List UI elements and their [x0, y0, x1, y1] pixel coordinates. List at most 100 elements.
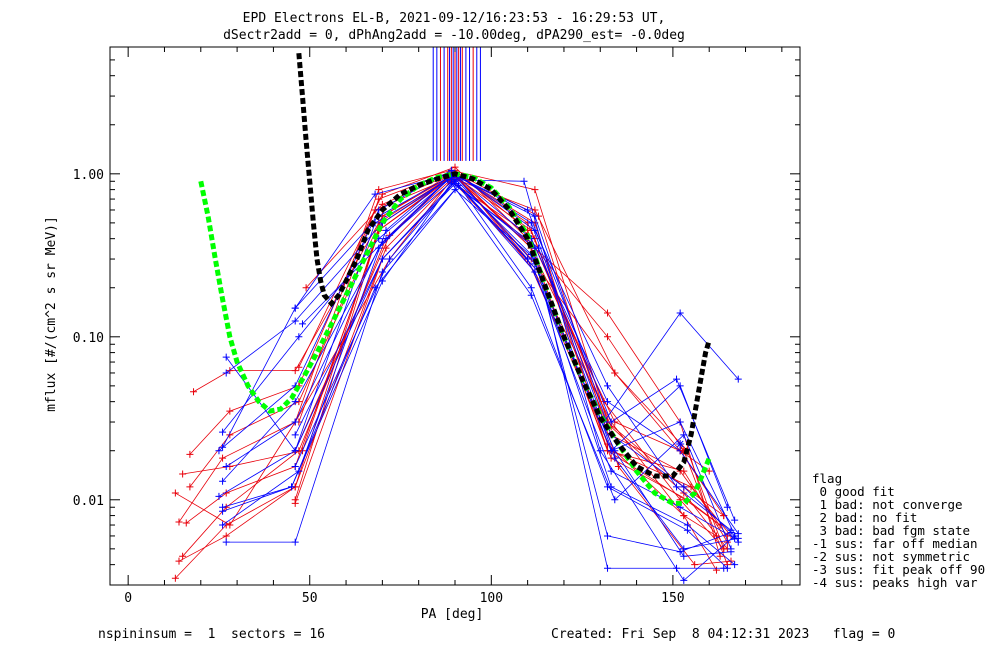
data-point: [731, 561, 739, 569]
y-tick-label: 1.00: [73, 168, 104, 183]
data-point: [683, 521, 691, 529]
data-point: [596, 447, 604, 455]
data-point: [451, 186, 459, 194]
data-point: [179, 470, 187, 478]
data-point: [302, 284, 310, 292]
data-point: [673, 483, 681, 491]
data-point: [378, 200, 386, 208]
data-point: [222, 532, 230, 540]
red-trace: [175, 180, 717, 579]
data-point: [604, 532, 612, 540]
data-point: [680, 576, 688, 584]
clipped-data: [171, 47, 742, 584]
red-trace: [178, 173, 728, 562]
footer-spin-info: nspininsum = 1 sectors = 16: [98, 627, 325, 642]
data-point: [604, 564, 612, 572]
outlier-point: [679, 446, 688, 455]
data-point: [604, 309, 612, 317]
data-point: [673, 375, 681, 383]
data-point: [182, 519, 190, 527]
data-point: [727, 545, 735, 553]
data-point: [219, 428, 227, 436]
data-point: [604, 398, 612, 406]
data-point: [451, 175, 459, 183]
data-point: [291, 463, 299, 471]
data-point: [288, 483, 296, 491]
green-fit-curve: [198, 171, 712, 506]
data-point: [291, 398, 299, 406]
legend-title: flag: [812, 471, 843, 486]
data-point: [386, 255, 394, 263]
y-axis-label: mflux [#/(cm^2 s sr MeV)]: [44, 216, 59, 412]
data-point: [378, 255, 386, 263]
data-point: [291, 447, 299, 455]
x-tick-label: 0: [124, 591, 132, 606]
blue-trace: [222, 182, 732, 549]
data-point: [611, 496, 619, 504]
data-point: [720, 545, 728, 553]
data-point: [680, 552, 688, 560]
data-point: [520, 177, 528, 185]
data-point: [607, 483, 615, 491]
data-point: [291, 317, 299, 325]
legend-entry: -3 sus: fit peak off 90: [812, 562, 986, 577]
data-point: [676, 418, 684, 426]
data-point: [298, 320, 306, 328]
data-point: [222, 463, 230, 471]
data-point: [291, 418, 299, 426]
y-tick-label: 0.10: [73, 331, 104, 346]
legend-entry: 1 bad: not converge: [812, 497, 963, 512]
data-point: [295, 363, 303, 371]
data-point: [676, 309, 684, 317]
y-tick-label: 0.01: [73, 494, 104, 509]
data-point: [527, 219, 535, 227]
data-point: [676, 382, 684, 390]
data-point: [676, 548, 684, 556]
data-point: [734, 538, 742, 546]
legend-entry: 3 bad: bad fgm state: [812, 523, 971, 538]
blue-trace: [225, 174, 739, 534]
data-point: [378, 238, 386, 246]
data-point: [382, 226, 390, 234]
x-tick-label: 50: [302, 591, 318, 606]
blue-trace: [218, 169, 732, 531]
data-point: [375, 195, 383, 203]
x-axis-label: PA [deg]: [421, 607, 484, 622]
data-point: [705, 467, 713, 475]
blue-trace: [222, 178, 739, 543]
legend-entry: 0 good fit: [812, 484, 895, 499]
data-point: [604, 382, 612, 390]
data-point: [723, 503, 731, 511]
data-point: [171, 489, 179, 497]
data-point: [219, 454, 227, 462]
data-point: [295, 333, 303, 341]
data-point: [171, 574, 179, 582]
blue-trace: [225, 175, 728, 508]
data-point: [680, 545, 688, 553]
data-point: [175, 557, 183, 565]
red-trace: [298, 166, 728, 565]
data-point: [186, 450, 194, 458]
chart-title-line2: dSectr2add = 0, dPhAng2add = -10.00deg, …: [223, 28, 685, 43]
blue-trace: [226, 189, 732, 553]
data-point: [291, 538, 299, 546]
blue-trace: [225, 179, 739, 550]
data-point: [222, 538, 230, 546]
data-point: [531, 206, 539, 214]
data-point: [731, 532, 739, 540]
red-trace: [189, 177, 710, 472]
blue-trace: [222, 173, 736, 526]
data-point: [179, 552, 187, 560]
data-point: [673, 564, 681, 572]
data-point: [712, 566, 720, 574]
chart-title-line1: EPD Electrons EL-B, 2021-09-12/16:23:53 …: [243, 11, 666, 26]
blue-trace: [222, 184, 728, 569]
data-point: [607, 447, 615, 455]
data-point: [371, 190, 379, 198]
data-point: [527, 291, 535, 299]
data-point: [611, 369, 619, 377]
data-point: [222, 369, 230, 377]
data-point: [219, 477, 227, 485]
x-tick-label: 100: [480, 591, 503, 606]
data-point: [175, 518, 183, 526]
